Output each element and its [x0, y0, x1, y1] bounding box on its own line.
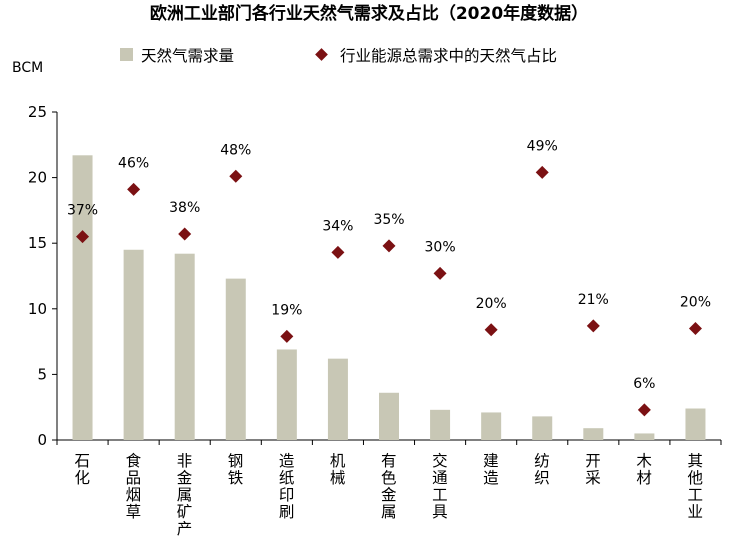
share-data-label: 38% [169, 200, 200, 216]
legend-bar-swatch [120, 48, 133, 61]
y-tick-label: 15 [28, 234, 47, 252]
share-data-label: 37% [67, 203, 98, 219]
bar [430, 409, 451, 440]
bar [532, 416, 553, 440]
share-marker [688, 321, 702, 335]
legend-marker-label: 行业能源总需求中的天然气占比 [340, 47, 557, 65]
x-category-label: 造纸印刷 [279, 452, 295, 521]
share-data-label: 34% [322, 218, 353, 234]
x-category-label: 木材 [636, 452, 652, 487]
share-data-label: 20% [476, 296, 507, 312]
share-marker [178, 227, 192, 241]
x-category-label: 钢铁 [228, 452, 244, 487]
share-marker [382, 239, 396, 253]
bar [481, 412, 502, 440]
y-tick-label: 25 [28, 103, 47, 121]
y-tick-label: 20 [28, 169, 47, 187]
share-marker [484, 323, 498, 337]
share-marker [229, 169, 243, 183]
share-data-label: 6% [633, 376, 655, 392]
share-data-label: 21% [578, 292, 609, 308]
share-marker [637, 403, 651, 417]
share-marker [280, 329, 294, 343]
bar [685, 408, 706, 440]
y-tick-label: 10 [28, 300, 47, 318]
share-marker [535, 165, 549, 179]
bar [327, 358, 348, 440]
share-data-label: 19% [271, 302, 302, 318]
share-marker [76, 230, 90, 244]
x-category-label: 食品烟草 [126, 452, 142, 521]
share-data-label: 35% [373, 212, 404, 228]
chart-title: 欧洲工业部门各行业天然气需求及占比（2020年度数据） [150, 3, 588, 24]
x-category-label: 非金属矿产 [177, 452, 193, 538]
x-category-label: 交通工具 [432, 452, 448, 521]
bar [583, 428, 604, 440]
share-marker [331, 245, 345, 259]
plot-area: 0 5 10 15 20 25 37% 46% 38% 48% 19% 34% 35% 30% 20% 49%… [28, 103, 722, 538]
bar [225, 278, 246, 440]
share-data-label: 46% [118, 155, 149, 171]
x-category-label: 纺织 [534, 452, 550, 487]
x-category-label: 开采 [585, 452, 601, 487]
share-data-label: 30% [425, 239, 456, 255]
y-tick-label: 0 [37, 431, 47, 449]
x-category-label: 机械 [330, 452, 346, 487]
bar [379, 392, 399, 440]
share-marker [127, 182, 141, 196]
legend-bar-label: 天然气需求量 [141, 47, 234, 65]
share-marker [433, 266, 447, 280]
x-category-label: 石化 [75, 452, 91, 487]
x-category-label: 建造 [483, 452, 499, 487]
bar [276, 349, 297, 440]
bar [123, 249, 144, 440]
y-axis-unit: BCM [12, 60, 43, 76]
bar [72, 155, 93, 440]
legend: 天然气需求量 行业能源总需求中的天然气占比 [120, 47, 557, 65]
bar [174, 253, 195, 440]
bar [634, 433, 655, 440]
x-category-label: 其他工业 [687, 452, 703, 521]
x-category-label: 有色金属 [381, 452, 397, 521]
legend-marker-swatch [315, 48, 328, 61]
y-tick-label: 5 [37, 365, 47, 383]
share-data-label: 49% [527, 138, 558, 154]
share-data-label: 48% [220, 142, 251, 158]
share-marker [586, 319, 600, 333]
share-data-label: 20% [680, 294, 711, 310]
